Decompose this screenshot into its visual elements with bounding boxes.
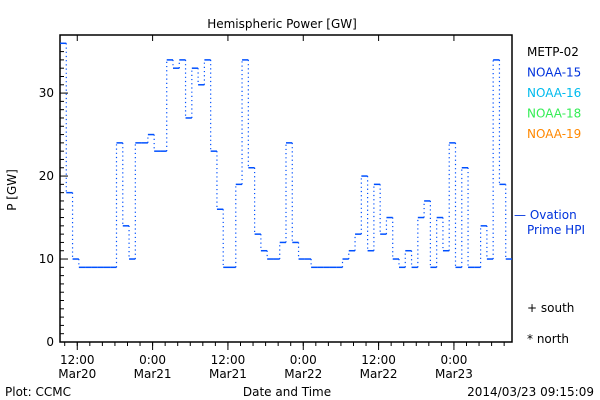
y-tick-label: 20	[39, 169, 54, 183]
axes: 010203012:00Mar200:00Mar2112:00Mar210:00…	[39, 34, 513, 381]
y-tick-label: 30	[39, 86, 54, 100]
legend-entry: NOAA-16	[527, 86, 581, 100]
legend-north: * north	[527, 332, 569, 346]
footer-right: 2014/03/23 09:15:09	[467, 385, 594, 399]
y-tick-label: 10	[39, 252, 54, 266]
legend-entry: NOAA-15	[527, 66, 581, 80]
x-tick-label-date: Mar21	[209, 367, 247, 381]
x-tick-label-date: Mar20	[58, 367, 96, 381]
x-tick-label-time: 12:00	[211, 353, 246, 367]
legend-hpi-line2: Prime HPI	[527, 223, 585, 237]
legend-south: + south	[527, 301, 574, 315]
x-tick-label-time: 12:00	[60, 353, 95, 367]
series-noaa-15	[60, 42, 512, 269]
x-tick-label-time: 0:00	[139, 353, 166, 367]
x-axis-label: Date and Time	[243, 385, 331, 399]
plot-frame	[59, 34, 513, 343]
x-tick-label-date: Mar22	[360, 367, 398, 381]
legend-entry: NOAA-19	[527, 127, 581, 141]
x-tick-label-date: Mar21	[134, 367, 172, 381]
x-tick-label-time: 0:00	[290, 353, 317, 367]
x-tick-label-time: 12:00	[361, 353, 396, 367]
legend-hpi: — Ovation	[514, 208, 577, 222]
x-tick-label-time: 0:00	[440, 353, 467, 367]
chart-title: Hemispheric Power [GW]	[207, 17, 357, 31]
y-tick-label: 0	[46, 335, 54, 349]
legend-entry: METP-02	[527, 45, 579, 59]
y-axis-label: P [GW]	[5, 169, 19, 211]
x-tick-label-date: Mar23	[435, 367, 473, 381]
footer-left: Plot: CCMC	[5, 385, 71, 399]
legend-entry: NOAA-18	[527, 107, 581, 121]
legend: METP-02 NOAA-15 NOAA-16 NOAA-18 NOAA-19 — Ova…	[514, 45, 585, 346]
x-tick-label-date: Mar22	[284, 367, 322, 381]
